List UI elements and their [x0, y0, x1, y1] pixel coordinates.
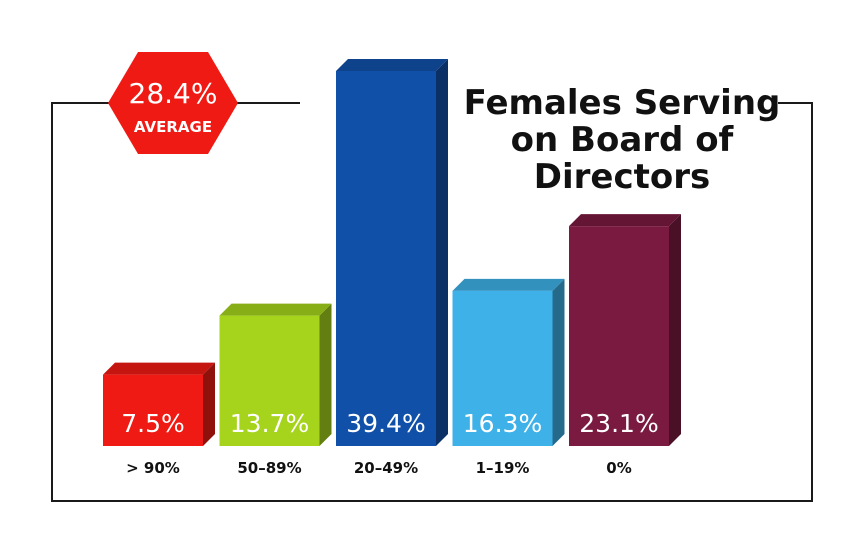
bar-value-label: 23.1% [579, 409, 658, 438]
bar [336, 71, 436, 446]
chart-title-line-2: on Board of [511, 120, 735, 160]
bar-top [336, 59, 448, 71]
bar [219, 315, 320, 446]
bars-group: 7.5% > 90% 13.7% 50–89% 39.4% 20–49% 16.3% 1–19… [103, 59, 681, 477]
bar-top [452, 278, 565, 291]
chart-frame [51, 102, 813, 502]
bar [569, 226, 669, 446]
bar-side [203, 362, 215, 446]
category-label: 0% [606, 459, 631, 477]
chart-title-line-3: Directors [534, 157, 710, 197]
average-badge: 28.4% AVERAGE [108, 52, 238, 154]
average-label: AVERAGE [134, 118, 212, 136]
bar-side [319, 303, 332, 446]
category-label: > 90% [126, 459, 180, 477]
average-badge-hexagon [108, 52, 238, 154]
bar-top [219, 303, 332, 316]
bar-value-label: 13.7% [230, 409, 309, 438]
bar-side [436, 59, 448, 446]
category-label: 50–89% [237, 459, 301, 477]
bar-side [552, 278, 565, 446]
bar-top [103, 362, 215, 375]
bar-value-label: 7.5% [121, 409, 185, 438]
bar [452, 290, 553, 446]
bar-value-label: 16.3% [463, 409, 542, 438]
bar-top [569, 214, 681, 227]
average-value: 28.4% [129, 77, 218, 110]
bar-value-label: 39.4% [346, 409, 425, 438]
bar [103, 374, 203, 446]
chart-title-line-1: Females Serving [464, 83, 781, 123]
category-label: 20–49% [354, 459, 418, 477]
bar-side [669, 214, 681, 446]
category-label: 1–19% [476, 459, 530, 477]
